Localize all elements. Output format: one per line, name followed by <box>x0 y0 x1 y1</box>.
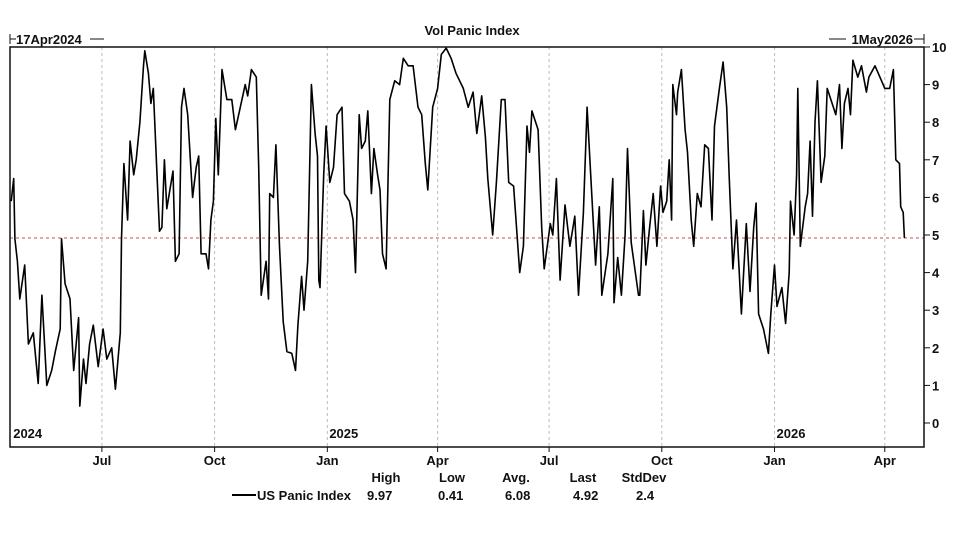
y-tick-label: 10 <box>932 40 946 55</box>
legend-header-low: Low <box>439 470 466 485</box>
y-tick-label: 8 <box>932 115 939 130</box>
legend-value-last: 4.92 <box>573 488 598 503</box>
year-label: 2024 <box>13 426 43 441</box>
legend-value-stddev: 2.4 <box>636 488 655 503</box>
x-tick-label: Oct <box>204 453 226 468</box>
x-tick-label: Jan <box>763 453 785 468</box>
y-tick-label: 5 <box>932 228 939 243</box>
legend: High Low Avg. Last StdDev US Panic Index… <box>232 470 667 503</box>
year-label: 2025 <box>329 426 358 441</box>
y-axis: 0 1 2 3 4 5 6 7 8 9 10 <box>924 40 946 431</box>
legend-value-high: 9.97 <box>367 488 392 503</box>
x-tick-label: Jan <box>316 453 338 468</box>
plot-frame <box>9 46 925 448</box>
y-tick-label: 4 <box>932 266 940 281</box>
x-tick-label: Oct <box>651 453 673 468</box>
x-tick-label: Apr <box>426 453 448 468</box>
legend-header-stddev: StdDev <box>622 470 668 485</box>
legend-value-low: 0.41 <box>438 488 463 503</box>
legend-value-avg: 6.08 <box>505 488 530 503</box>
start-date-label: 17Apr2024 <box>16 32 83 47</box>
y-tick-label: 7 <box>932 153 939 168</box>
legend-header-last: Last <box>570 470 597 485</box>
y-tick-label: 0 <box>932 416 939 431</box>
legend-series-name: US Panic Index <box>257 488 352 503</box>
start-date-marker: 17Apr2024 <box>9 32 104 47</box>
legend-header-avg: Avg. <box>502 470 530 485</box>
legend-header-high: High <box>372 470 401 485</box>
y-tick-label: 3 <box>932 303 939 318</box>
series-line-us-panic-index <box>10 47 906 407</box>
y-tick-label: 1 <box>932 378 939 393</box>
year-label: 2026 <box>777 426 806 441</box>
chart-title: Vol Panic Index <box>424 23 520 38</box>
end-date-label: 1May2026 <box>852 32 913 47</box>
y-tick-label: 2 <box>932 341 939 356</box>
x-tick-label: Jul <box>540 453 559 468</box>
x-tick-label: Apr <box>874 453 896 468</box>
end-date-marker: 1May2026 <box>829 32 925 47</box>
y-tick-label: 9 <box>932 78 939 93</box>
x-tick-label: Jul <box>92 453 111 468</box>
grid-lines <box>101 47 886 452</box>
y-tick-label: 6 <box>932 190 939 205</box>
x-axis-labels: Jul Oct Jan Apr Jul Oct Jan Apr 2024 2025 2026 <box>13 426 896 468</box>
